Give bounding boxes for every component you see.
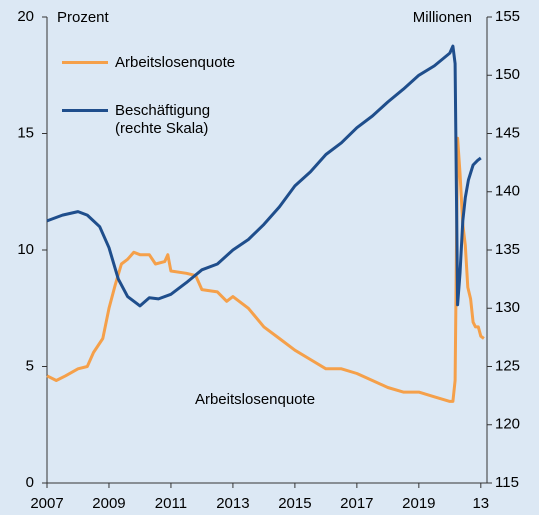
legend-line	[62, 109, 108, 112]
series-line	[46, 44, 482, 308]
y2-tick-label: 130	[495, 299, 520, 316]
x-tick-label: 2017	[340, 495, 373, 512]
y2-tick-label: 120	[495, 416, 520, 433]
y-tick-label: 10	[17, 241, 34, 258]
legend-label: Arbeitslosenquote	[115, 54, 236, 71]
legend-label: Beschäftigung (rechte Skala)	[115, 102, 211, 137]
y2-tick-label: 115	[495, 474, 519, 491]
y2-tick-label: 140	[495, 183, 520, 200]
x-tick-label: 2013	[216, 495, 249, 512]
y2-tick-label: 145	[495, 124, 520, 141]
x-tick-label: 2015	[278, 495, 311, 512]
y2-tick-label: 135	[495, 241, 520, 258]
y-axis-label: Prozent	[57, 9, 110, 26]
y-tick-label: 15	[17, 124, 34, 141]
series-line	[46, 136, 485, 403]
x-tick-label: 2011	[155, 495, 187, 512]
annotation: Arbeitslosenquote	[195, 391, 315, 408]
x-tick-label: 2019	[402, 495, 435, 512]
y2-axis-label: Millionen	[413, 9, 472, 26]
y-tick-label: 20	[17, 8, 34, 25]
legend-line	[62, 61, 108, 64]
x-tick-label: 2009	[92, 495, 125, 512]
x-tick-label: 13	[472, 495, 489, 512]
y2-tick-label: 155	[495, 8, 520, 25]
y-tick-label: 5	[26, 357, 34, 374]
x-tick-label: 2007	[30, 495, 63, 512]
y2-tick-label: 150	[495, 66, 520, 83]
y2-tick-label: 125	[495, 357, 520, 374]
y-tick-label: 0	[26, 474, 34, 491]
